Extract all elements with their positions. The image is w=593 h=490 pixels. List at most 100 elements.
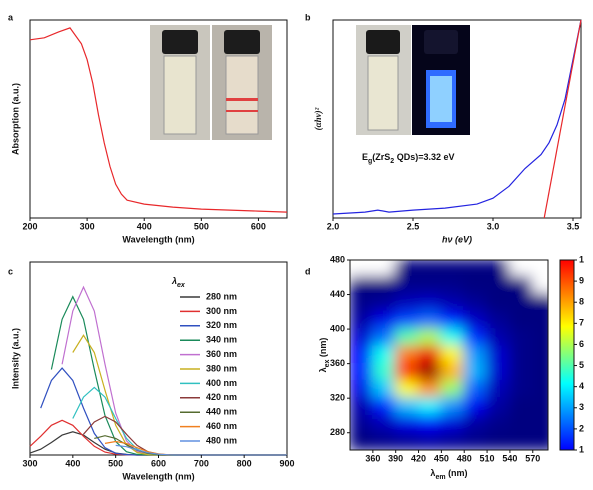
colorbar-tick-label: 4 [579, 381, 584, 391]
heatmap-cell [486, 260, 511, 279]
heatmap-cell [508, 293, 534, 313]
heatmap-cell [371, 397, 397, 417]
heatmap-cell [350, 362, 374, 382]
heatmap-cell [486, 362, 511, 382]
y-tick-label: 480 [330, 254, 345, 264]
heatmap-cell [531, 310, 548, 331]
heatmap-cell [350, 345, 374, 365]
heatmap-cell [508, 431, 534, 450]
legend-title-part: ex [177, 282, 186, 289]
heatmap-cell [371, 310, 397, 331]
heatmap-cell [463, 293, 489, 313]
x-tick-label: 300 [80, 221, 95, 231]
y-axis-label-part: ex [324, 359, 331, 367]
heatmap-cell [417, 293, 443, 313]
x-tick-label: 390 [388, 453, 403, 463]
x-tick-label: 3.5 [567, 221, 580, 231]
heatmap-cell [508, 414, 534, 434]
x-tick-label: 800 [237, 458, 252, 468]
heatmap-cell [371, 431, 397, 450]
data-line [40, 367, 287, 456]
legend-label: 300 nm [206, 306, 237, 316]
heatmap-cell [508, 328, 534, 348]
heatmap-cell [486, 397, 511, 417]
annotation-part: 2 [390, 158, 394, 165]
panel-label: d [305, 266, 311, 276]
heatmap-cell [440, 293, 466, 313]
legend-label: 440 nm [206, 407, 237, 417]
legend-label: 400 nm [206, 378, 237, 388]
x-tick-label: 450 [434, 453, 449, 463]
annotation-part: (ZrS [372, 152, 390, 162]
heatmap-cell [350, 414, 374, 434]
heatmap-cell [508, 345, 534, 365]
heatmap-cell [440, 414, 466, 434]
data-line [72, 334, 287, 456]
x-tick-label: 500 [194, 221, 209, 231]
heatmap-cell [486, 379, 511, 400]
x-tick-label: 3.0 [487, 221, 500, 231]
heatmap-cell [417, 260, 443, 279]
x-tick-label: 540 [502, 453, 517, 463]
x-tick-label: 420 [411, 453, 426, 463]
heatmap-cell [417, 379, 443, 400]
heatmap-cell [508, 276, 534, 296]
plot-frame [29, 261, 288, 456]
heatmap-cell [531, 431, 548, 450]
heatmap-cell [350, 328, 374, 348]
heatmap-cell [417, 328, 443, 348]
heatmap-cell [440, 328, 466, 348]
heatmap-cell [463, 414, 489, 434]
x-tick-label: 900 [279, 458, 294, 468]
heatmap-cell [440, 260, 466, 279]
heatmap-cell [463, 431, 489, 450]
y-axis-label: Absorption (a.u.) [10, 83, 20, 155]
heatmap-cell [531, 362, 548, 382]
x-tick-label: 400 [65, 458, 80, 468]
x-tick-label: 700 [194, 458, 209, 468]
x-tick-label: 500 [108, 458, 123, 468]
heatmap-cell [371, 293, 397, 313]
heatmap-cell [394, 362, 420, 382]
y-tick-label: 400 [330, 323, 345, 333]
heatmap-cell [350, 293, 374, 313]
heatmap-cell [394, 345, 420, 365]
y-tick-label: 320 [330, 393, 345, 403]
data-line [29, 431, 287, 456]
heatmap-cell [486, 431, 511, 450]
heatmap-cell [417, 345, 443, 365]
heatmap-cell [463, 328, 489, 348]
y-tick-label: 280 [330, 427, 345, 437]
heatmap-cell [486, 328, 511, 348]
heatmap-cell [417, 397, 443, 417]
heatmap-cell [417, 431, 443, 450]
heatmap-cell [394, 310, 420, 331]
x-tick-label: 600 [251, 221, 266, 231]
heatmap-cell [394, 260, 420, 279]
x-tick-label: 300 [22, 458, 37, 468]
x-tick-label: 200 [22, 221, 37, 231]
heatmap-cell [508, 310, 534, 331]
x-tick-label: 360 [365, 453, 380, 463]
y-axis-label: Intensity (a.u.) [10, 328, 20, 389]
heatmap-cell [463, 397, 489, 417]
legend-label: 320 nm [206, 320, 237, 330]
heatmap-cell [417, 276, 443, 296]
heatmap-cell [440, 345, 466, 365]
heatmap-cell [440, 397, 466, 417]
colorbar-tick-label: 8 [579, 297, 584, 307]
photo-inset [356, 25, 470, 135]
heatmap-cell [463, 345, 489, 365]
heatmap-cell [350, 397, 374, 417]
heatmap-cell [417, 310, 443, 331]
heatmap-cell [440, 431, 466, 450]
heatmap-cell [350, 431, 374, 450]
annotation-part: E [362, 152, 368, 162]
legend-label: 360 nm [206, 349, 237, 359]
x-axis-label: Wavelength (nm) [122, 471, 194, 481]
data-line [115, 444, 287, 456]
heatmap-cell [350, 310, 374, 331]
data-line [61, 285, 287, 456]
heatmap-cell [350, 276, 374, 296]
